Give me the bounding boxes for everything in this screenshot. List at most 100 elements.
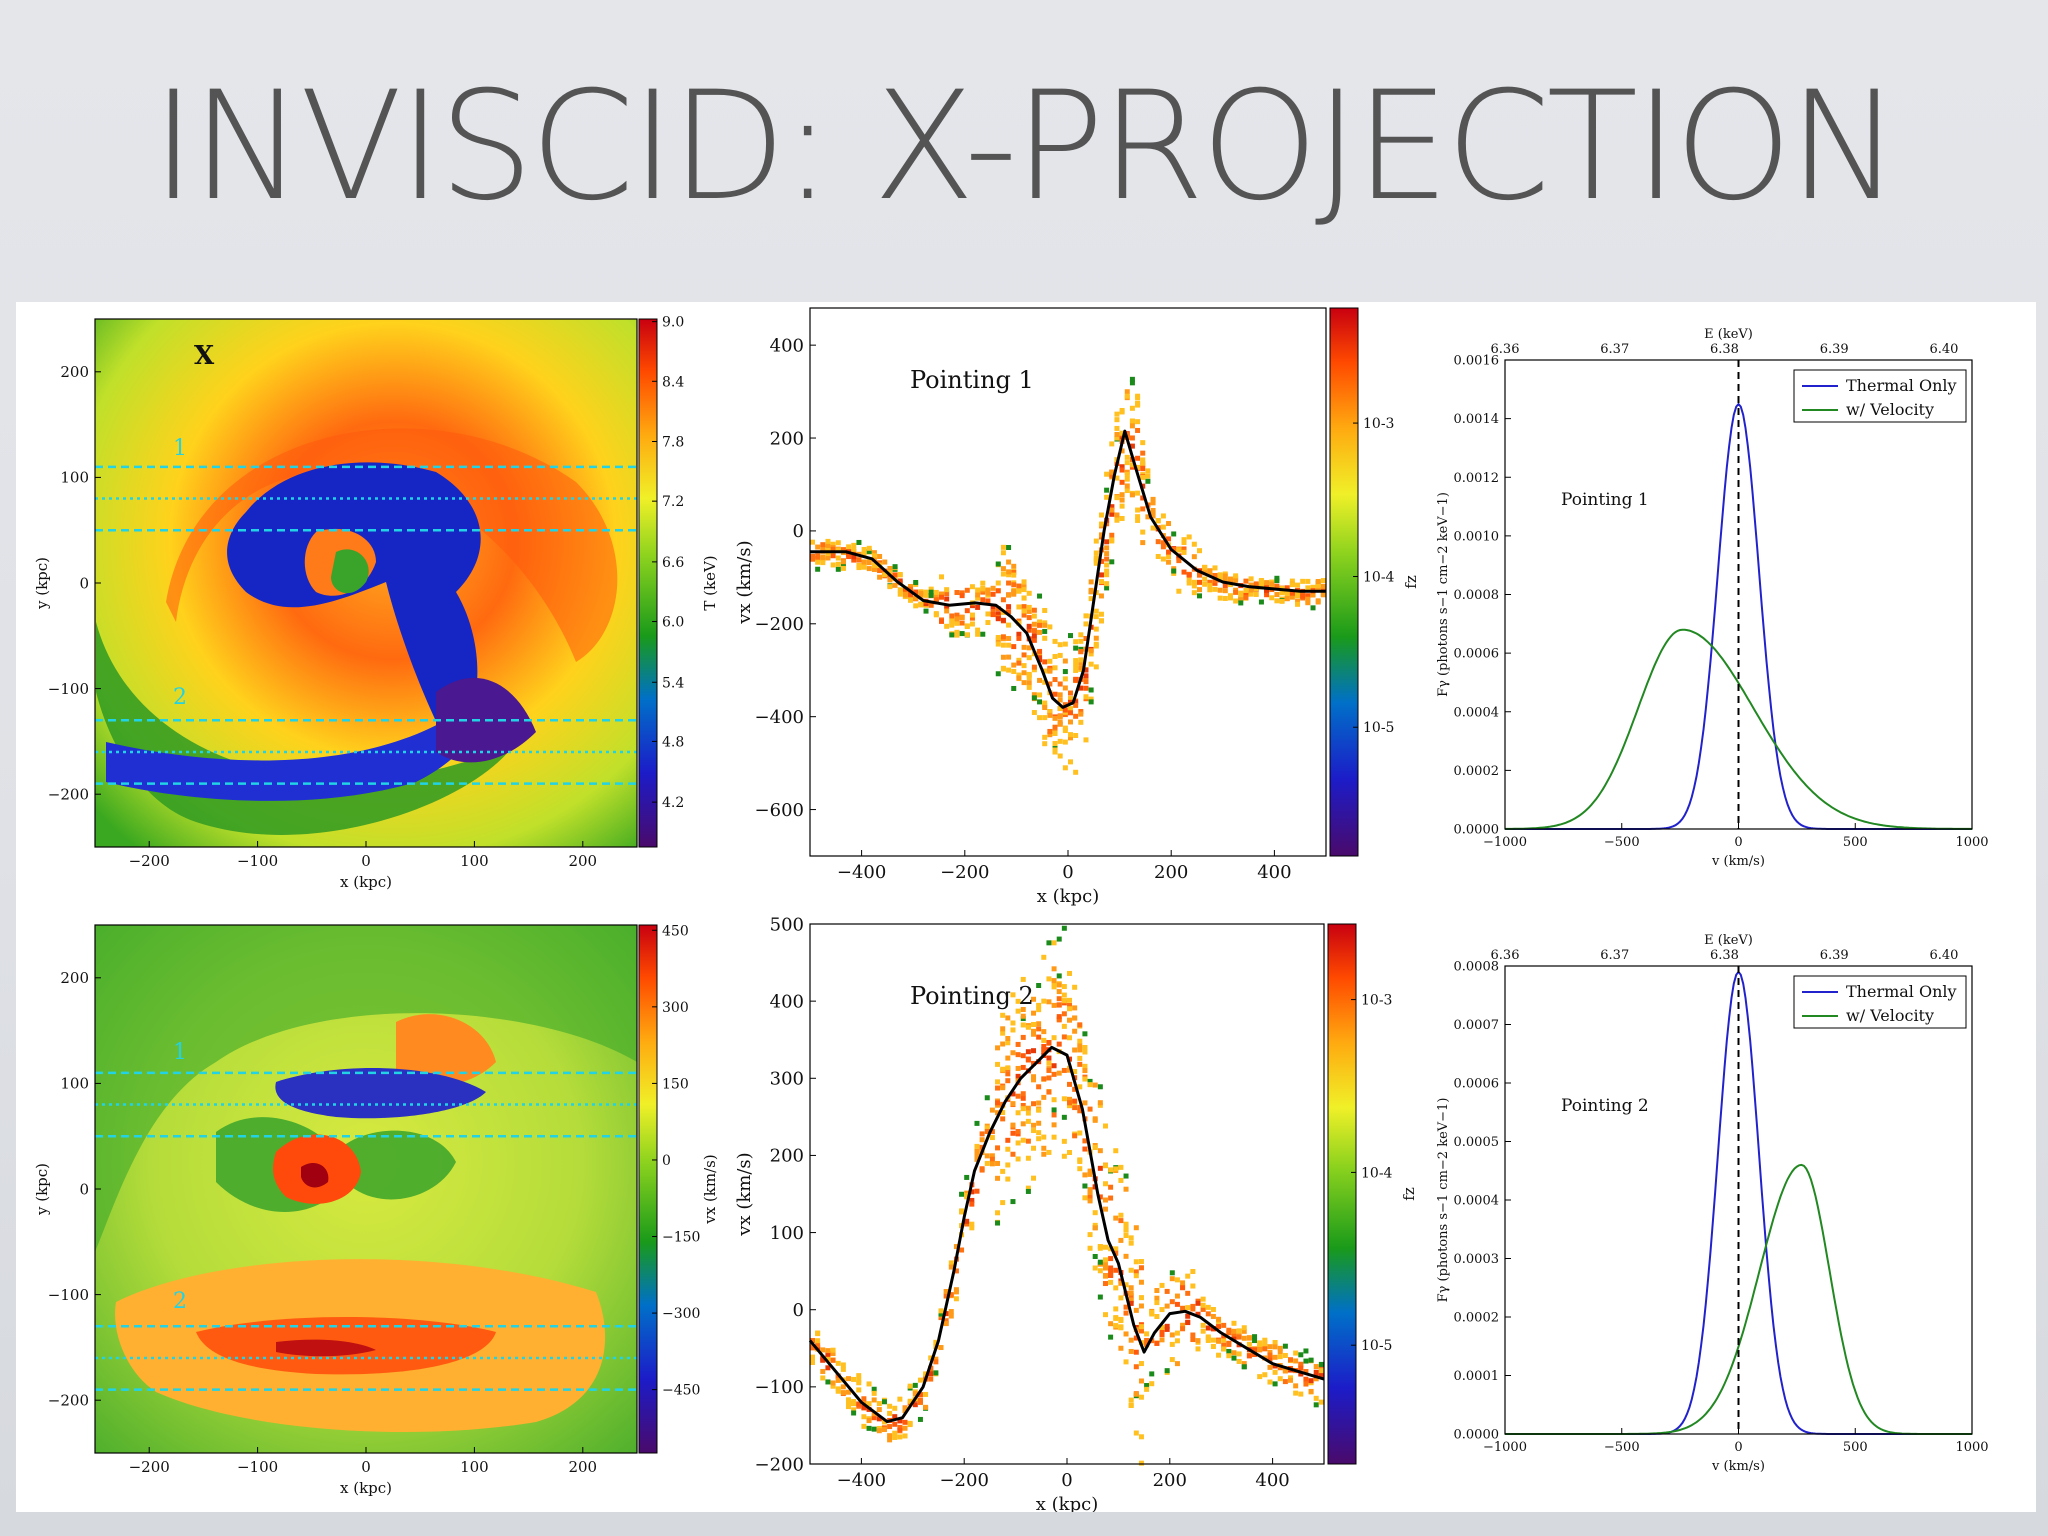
scatter-point bbox=[1031, 613, 1037, 619]
scatter-point bbox=[840, 1362, 846, 1368]
scatter-point bbox=[1047, 709, 1053, 715]
scatter-point bbox=[1020, 1137, 1026, 1143]
colorbar-tick-label: 10-5 bbox=[1363, 720, 1394, 736]
scatter-point bbox=[1155, 518, 1161, 524]
scatter-point bbox=[866, 548, 872, 554]
scatter-point bbox=[902, 592, 908, 598]
scatter-point bbox=[1031, 621, 1037, 627]
scatter-point bbox=[810, 1354, 815, 1360]
scatter-point bbox=[1133, 1430, 1139, 1436]
scatter-point bbox=[1262, 1372, 1268, 1378]
scatter-point bbox=[959, 1247, 965, 1253]
scatter-point bbox=[1205, 1304, 1211, 1310]
scatter-point bbox=[1051, 940, 1057, 946]
scatter-point bbox=[1062, 685, 1068, 691]
scatter-point bbox=[1295, 601, 1301, 607]
scatter-point bbox=[1277, 1345, 1283, 1351]
scatter-point bbox=[1073, 732, 1079, 738]
scatter-point bbox=[1092, 1082, 1098, 1088]
scatter-point bbox=[1222, 577, 1228, 583]
scatter-point bbox=[1227, 576, 1233, 582]
scatter-point bbox=[887, 1437, 893, 1443]
scatter-point bbox=[1005, 1035, 1011, 1041]
scatter-point bbox=[1114, 417, 1120, 423]
scatter-point bbox=[1298, 1352, 1304, 1358]
scatter-point bbox=[1123, 1223, 1129, 1229]
scatter-point bbox=[1067, 1067, 1072, 1073]
scatter-point bbox=[1133, 1269, 1139, 1275]
scatter-point bbox=[1226, 1348, 1232, 1354]
scatter-point bbox=[948, 1292, 954, 1298]
scatter-point bbox=[851, 546, 857, 552]
pointing-label: Pointing 1 bbox=[1561, 490, 1649, 510]
scatter-point bbox=[1057, 697, 1063, 703]
scatter-point bbox=[1246, 1335, 1252, 1341]
scatter-point bbox=[1020, 1106, 1026, 1112]
scatter-point bbox=[923, 1404, 929, 1410]
scatter-point bbox=[1166, 554, 1172, 560]
y-tick-label: −400 bbox=[755, 707, 804, 728]
scatter-point bbox=[1072, 1098, 1078, 1104]
scatter-point bbox=[1289, 578, 1295, 584]
scatter-point bbox=[1197, 593, 1202, 599]
scatter-point bbox=[815, 1338, 821, 1344]
scatter-point bbox=[989, 1135, 995, 1141]
scatter-point bbox=[990, 612, 996, 618]
colorbar-label: fz bbox=[1400, 1187, 1418, 1201]
scatter-point bbox=[953, 1244, 959, 1250]
scatter-point bbox=[908, 584, 914, 590]
scatter-point bbox=[1052, 638, 1058, 644]
scatter-point bbox=[948, 1313, 954, 1319]
scatter-point bbox=[1015, 1065, 1021, 1071]
scatter-point bbox=[1160, 524, 1166, 530]
scatter-point bbox=[1118, 1212, 1124, 1218]
x-axis-label: v (km/s) bbox=[1711, 1459, 1765, 1474]
scatter-point bbox=[1102, 1273, 1108, 1279]
scatter-point bbox=[1082, 1063, 1088, 1069]
scatter-point bbox=[1308, 1357, 1314, 1363]
scatter-point bbox=[990, 605, 996, 611]
scatter-point bbox=[1020, 1103, 1026, 1109]
scatter-point bbox=[815, 559, 821, 565]
scatter-point bbox=[1073, 676, 1079, 682]
scatter-point bbox=[1253, 591, 1259, 597]
scatter-point bbox=[1289, 594, 1295, 600]
scatter-point bbox=[1274, 578, 1280, 584]
scatter-point bbox=[1108, 1256, 1114, 1262]
dark-sheet bbox=[276, 1339, 376, 1357]
scatter-point bbox=[1205, 1335, 1211, 1341]
scatter-point bbox=[1108, 1279, 1114, 1285]
scatter-point bbox=[1057, 721, 1063, 727]
scatter-point bbox=[1010, 1151, 1016, 1157]
scatter-point bbox=[1031, 1175, 1037, 1181]
scatter-point bbox=[1222, 583, 1228, 589]
scatter-point bbox=[1150, 513, 1156, 519]
scatter-point bbox=[861, 559, 867, 565]
scatter-point bbox=[980, 631, 986, 637]
green-halo bbox=[95, 925, 637, 1252]
scatter-point bbox=[1144, 1331, 1150, 1337]
scatter-point bbox=[1068, 690, 1073, 696]
scatter-point bbox=[1102, 1262, 1108, 1268]
scatter-point bbox=[1021, 584, 1027, 590]
scatter-point bbox=[1272, 1344, 1278, 1350]
top-tick-label: 6.36 bbox=[1491, 342, 1520, 357]
scatter-point bbox=[1041, 1043, 1047, 1049]
scatter-point bbox=[1077, 1157, 1083, 1163]
scatter-point bbox=[1073, 658, 1079, 664]
scatter-point bbox=[1149, 1311, 1155, 1317]
scatter-point bbox=[1025, 1188, 1031, 1194]
scatter-point bbox=[1104, 494, 1110, 500]
scatter-point bbox=[908, 594, 914, 600]
scatter-point bbox=[1114, 512, 1120, 518]
scatter-point bbox=[861, 1414, 867, 1420]
scatter-point bbox=[1318, 1361, 1324, 1367]
scatter-point bbox=[1031, 1101, 1037, 1107]
scatter-point bbox=[1073, 667, 1079, 673]
scatter-point bbox=[892, 564, 898, 570]
scatter-point bbox=[912, 1382, 918, 1388]
scatter-point bbox=[902, 589, 908, 595]
scatter-point bbox=[1129, 405, 1135, 411]
scatter-point bbox=[1308, 1388, 1314, 1394]
scatter-point bbox=[1293, 1390, 1299, 1396]
